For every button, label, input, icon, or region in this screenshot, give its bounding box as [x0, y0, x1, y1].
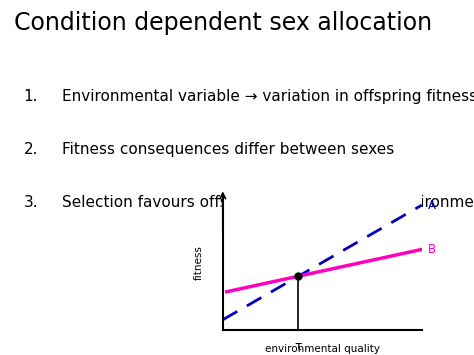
Text: fitness: fitness — [194, 245, 204, 280]
Text: Environmental variable → variation in offspring fitness: Environmental variable → variation in of… — [62, 89, 474, 104]
Text: B: B — [428, 243, 436, 256]
Text: 1.: 1. — [24, 89, 38, 104]
Text: Selection favours offspring sex varies with environment: Selection favours offspring sex varies w… — [62, 195, 474, 210]
Text: 2.: 2. — [24, 142, 38, 157]
Text: Fitness consequences differ between sexes: Fitness consequences differ between sexe… — [62, 142, 394, 157]
Text: Condition dependent sex allocation: Condition dependent sex allocation — [14, 11, 432, 35]
Text: A: A — [428, 198, 436, 212]
Text: τ: τ — [295, 340, 302, 353]
Text: environmental quality: environmental quality — [265, 344, 380, 354]
Text: 3.: 3. — [24, 195, 38, 210]
